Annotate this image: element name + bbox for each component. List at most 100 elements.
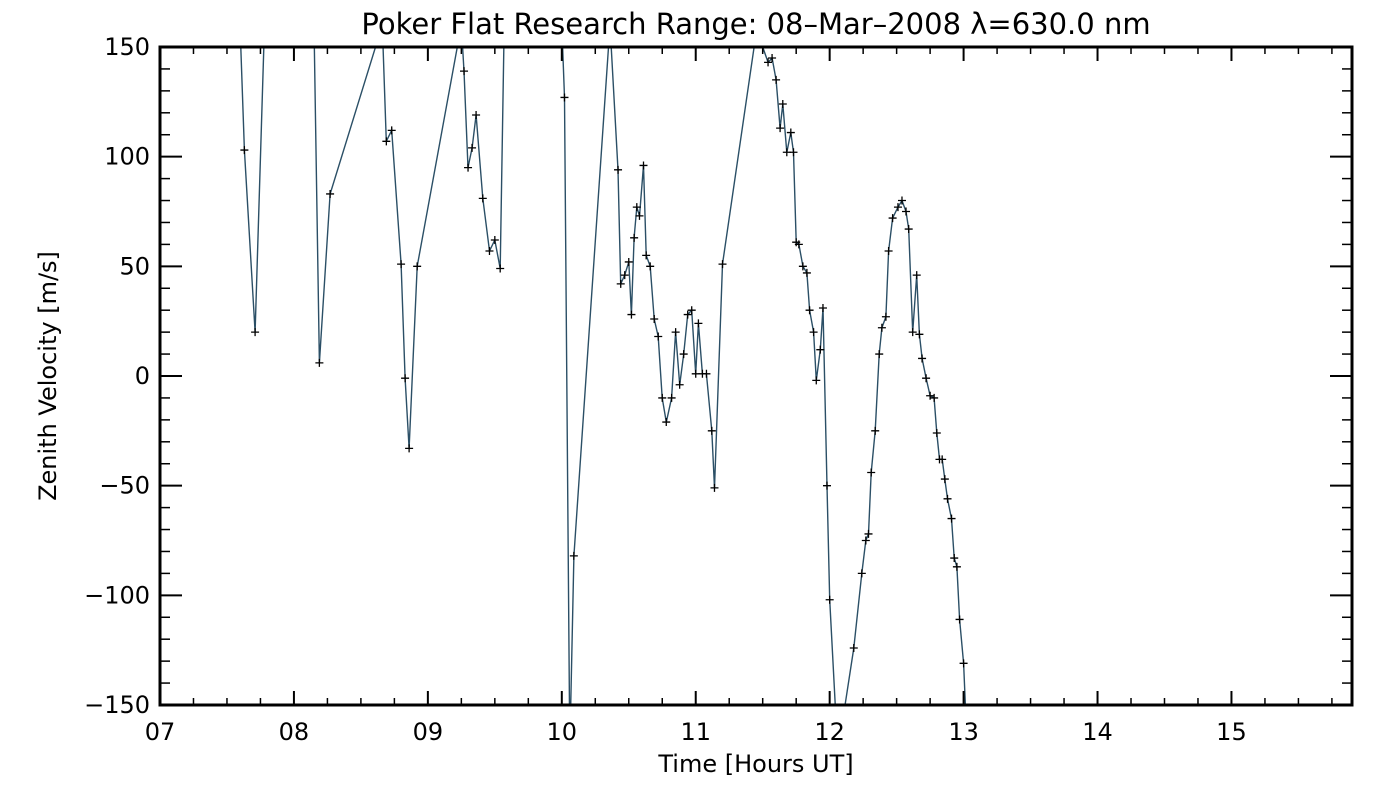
data-point [662,418,671,427]
data-point [401,374,410,383]
data-point [387,126,396,135]
data-point [943,494,952,503]
y-axis-label: Zenith Velocity [m/s] [34,251,62,501]
data-point [950,554,959,563]
data-point [240,146,249,155]
data-point [397,260,406,269]
data-point [472,110,481,119]
data-point [893,203,902,212]
x-axis-label: Time [Hours UT] [657,750,853,778]
plot-frame [158,45,1354,707]
data-point [707,426,716,435]
data-point [464,163,473,172]
data-point [490,236,499,245]
data-point [413,262,422,271]
data-point [782,148,791,157]
data-point [560,93,569,102]
data-point [679,350,688,359]
data-point [888,214,897,223]
data-point [667,393,676,402]
data-point [683,310,692,319]
data-point [624,257,633,266]
y-tick-label: −150 [84,691,150,719]
data-point [864,529,873,538]
data-point [671,328,680,337]
x-tick-label: 08 [279,718,310,746]
data-point [904,225,913,234]
data-point [812,376,821,385]
y-tick-label: 0 [135,362,150,390]
data-point [867,468,876,477]
data-point [768,53,777,62]
data-point [897,196,906,205]
y-tick-label: 150 [104,33,150,61]
data-point [702,369,711,378]
data-point [478,194,487,203]
data-point [691,369,700,378]
data-point [642,251,651,260]
data-point [620,271,629,280]
data-point [932,429,941,438]
data-point [912,271,921,280]
data-point [938,455,947,464]
data-point [675,380,684,389]
data-point [915,330,924,339]
data-point [776,124,785,133]
data-point [884,246,893,255]
data-point [718,260,727,269]
data-point [952,562,961,571]
data-point [798,262,807,271]
data-point [805,306,814,315]
data-point [908,328,917,337]
x-tick-label: 14 [1082,718,1113,746]
data-point [877,323,886,332]
data-point [646,262,655,271]
data-point [778,100,787,109]
data-point [825,595,834,604]
x-tick-label: 07 [145,718,176,746]
data-point [772,75,781,84]
data-point [789,148,798,157]
data-point [635,211,644,220]
data-point [861,536,870,545]
data-point [315,358,324,367]
data-point [569,551,578,560]
data-point [881,312,890,321]
y-tick-label: 50 [119,252,150,280]
plot-area [240,47,968,705]
x-tick-label: 10 [547,718,578,746]
data-point [940,475,949,484]
data-point [687,306,696,315]
data-point [849,643,858,652]
data-point [922,374,931,383]
data-point [918,354,927,363]
data-point [902,207,911,216]
data-point [639,161,648,170]
data-point [694,319,703,328]
data-point [809,328,818,337]
data-point [251,328,260,337]
x-tick-label: 15 [1216,718,1247,746]
data-point [926,391,935,400]
y-tick-label: −100 [84,581,150,609]
data-point [658,393,667,402]
data-point [816,345,825,354]
data-point [710,483,719,492]
data-point [326,189,335,198]
data-point [786,128,795,137]
data-point [822,481,831,490]
data-point [802,268,811,277]
y-tick-label: 100 [104,143,150,171]
data-point [382,137,391,146]
data-point [818,304,827,313]
data-point [959,659,968,668]
x-tick-label: 11 [680,718,711,746]
data-point [857,569,866,578]
chart-title: Poker Flat Research Range: 08–Mar–2008 λ… [361,7,1150,41]
data-point [955,615,964,624]
data-point [627,310,636,319]
x-tick-label: 12 [814,718,845,746]
data-point [794,240,803,249]
data-point [871,426,880,435]
